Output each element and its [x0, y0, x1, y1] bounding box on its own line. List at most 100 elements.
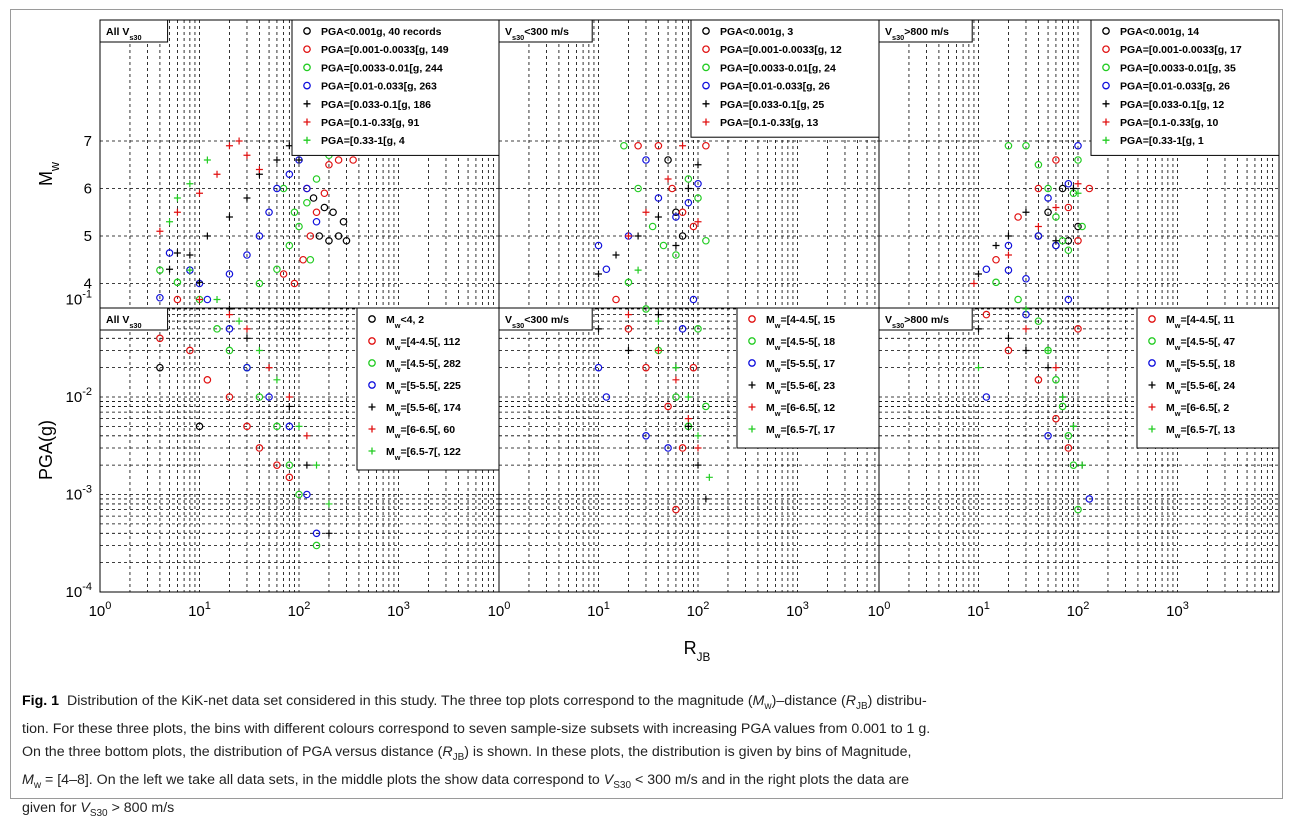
- legend-label: Mw=[6.5-7[, 13: [1166, 424, 1235, 440]
- data-point: [678, 444, 687, 452]
- ytick-label: 10-1: [66, 289, 92, 309]
- data-point: [306, 232, 315, 240]
- series-6: [634, 266, 713, 481]
- series-2: [156, 295, 294, 482]
- series-2: [992, 278, 1082, 514]
- data-point: [303, 184, 311, 193]
- data-point: [265, 393, 273, 401]
- legend-label: Mw=[4-4.5[, 11: [1166, 314, 1235, 330]
- data-point: [1034, 232, 1043, 240]
- xtick-label: 100: [89, 600, 112, 620]
- data-point: [1064, 431, 1073, 440]
- legend-marker: [368, 359, 376, 367]
- series-5: [624, 311, 702, 452]
- data-point: [705, 473, 713, 481]
- series-3: [594, 295, 698, 452]
- legend-label: Mw<4, 2: [386, 314, 424, 330]
- data-point: [255, 444, 264, 452]
- data-point: [173, 278, 182, 287]
- data-point: [595, 325, 602, 333]
- legend-marker: [1102, 136, 1110, 144]
- series-6: [156, 137, 263, 235]
- data-point: [594, 363, 603, 372]
- data-point: [1022, 325, 1030, 333]
- data-point: [595, 270, 602, 278]
- legend-marker: [368, 337, 376, 345]
- data-point: [290, 279, 299, 288]
- data-point: [1074, 189, 1082, 197]
- data-point: [684, 415, 692, 423]
- data-point: [315, 232, 324, 240]
- data-point: [325, 160, 333, 169]
- legend-marker: [702, 81, 710, 90]
- data-point: [173, 194, 181, 202]
- data-point: [1064, 246, 1073, 255]
- legend-box: [736, 307, 880, 449]
- data-point: [334, 232, 343, 240]
- data-point: [243, 251, 251, 259]
- data-point: [243, 194, 251, 202]
- data-point: [975, 270, 982, 278]
- legend-marker: [1148, 337, 1156, 345]
- data-point: [255, 166, 263, 173]
- data-point: [1022, 346, 1030, 354]
- series-7: [1074, 189, 1082, 197]
- data-point: [312, 175, 321, 183]
- legend-label: Mw=[6.5-7[, 17: [766, 424, 835, 440]
- figure-frame: [10, 9, 1283, 799]
- ytick-label: 10-4: [66, 581, 92, 601]
- xtick-label: 100: [488, 600, 511, 620]
- data-point: [196, 296, 203, 303]
- data-point: [243, 363, 251, 372]
- data-point: [213, 325, 221, 333]
- legend-label: PGA=[0.1-0.33[g, 13: [720, 117, 818, 129]
- data-point: [303, 432, 311, 440]
- ytick-label: 10-3: [66, 484, 92, 504]
- legend-label: Mw=[4-4.5[, 112: [386, 336, 460, 352]
- data-point: [982, 393, 991, 401]
- legend-label: Mw=[4.5-5[, 282: [386, 358, 461, 374]
- data-point: [203, 295, 212, 304]
- data-point: [173, 249, 181, 257]
- legend-marker: [1148, 315, 1156, 323]
- legend-marker: [702, 100, 710, 108]
- data-point: [1052, 156, 1060, 164]
- legend-marker: [1148, 403, 1156, 411]
- data-point: [602, 393, 611, 401]
- data-point: [1044, 431, 1052, 440]
- data-point: [678, 208, 687, 217]
- data-point: [624, 278, 633, 287]
- xtick-label: 101: [967, 600, 990, 620]
- data-point: [273, 184, 281, 193]
- data-point: [1052, 204, 1060, 211]
- data-point: [295, 490, 303, 499]
- data-point: [1058, 402, 1067, 411]
- x-axis-label: RJB: [684, 638, 711, 664]
- data-point: [992, 242, 1000, 249]
- data-point: [684, 198, 693, 207]
- data-point: [1004, 346, 1013, 355]
- legend-marker: [303, 63, 311, 72]
- legend-label: PGA=[0.001-0.0033[g, 17: [1120, 44, 1242, 56]
- legend-marker: [368, 381, 376, 389]
- panel-5: Vs30<300 m/s Mw=[4-4.5[, 15 Mw=[4.5-5[, 18…: [488, 266, 880, 664]
- legend-marker: [1148, 425, 1156, 433]
- series-5: [595, 161, 702, 278]
- series-5: [975, 185, 1077, 278]
- data-point: [1022, 305, 1030, 313]
- data-point: [325, 236, 333, 245]
- xtick-label: 103: [786, 600, 809, 620]
- data-point: [992, 255, 1000, 264]
- data-point: [694, 444, 702, 452]
- series-4: [156, 156, 321, 302]
- data-point: [612, 251, 620, 259]
- data-point: [243, 422, 251, 431]
- xtick-label: 101: [188, 600, 211, 620]
- data-point: [1004, 141, 1013, 150]
- data-point: [624, 232, 632, 240]
- legend-box: [690, 19, 880, 138]
- data-point: [1004, 232, 1012, 240]
- data-point: [285, 170, 294, 179]
- data-point: [975, 364, 982, 372]
- series-1: [982, 310, 1082, 452]
